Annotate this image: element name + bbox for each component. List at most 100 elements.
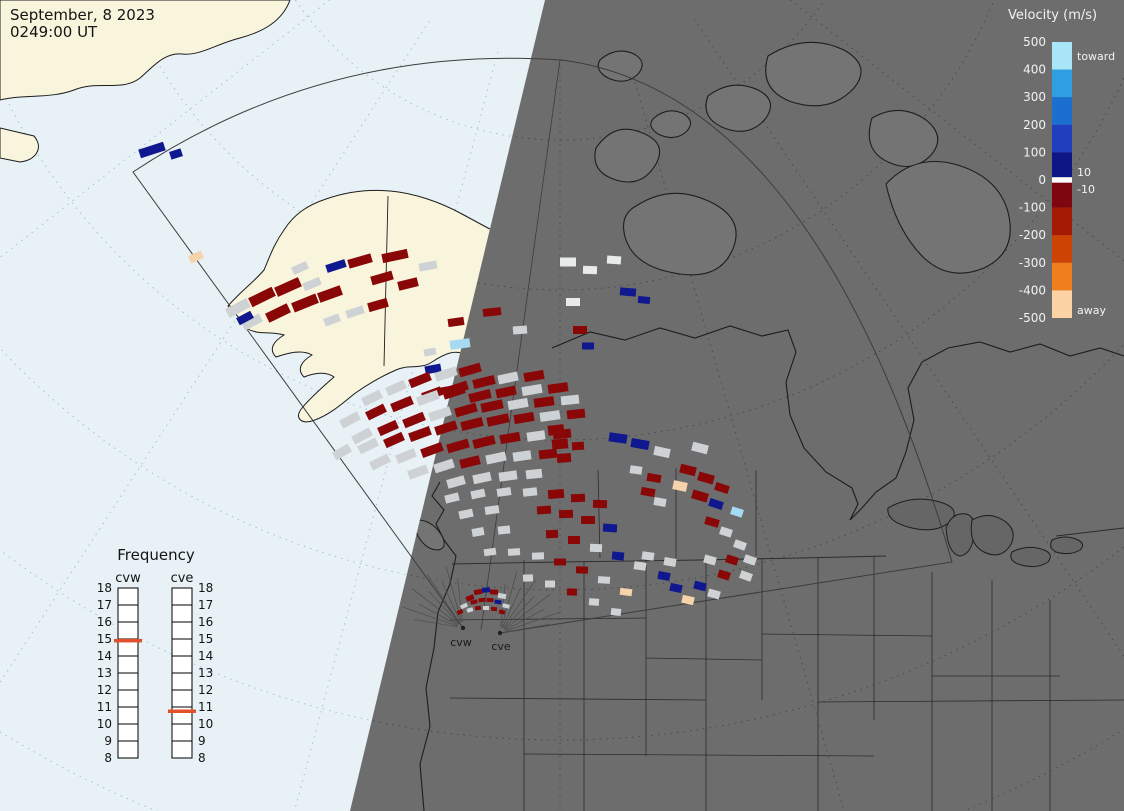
frequency-title: Frequency: [117, 546, 195, 564]
radar-cell: [592, 499, 608, 509]
radar-cell: [742, 554, 758, 566]
radar-beam-line: [504, 593, 551, 630]
radar-cell: [629, 465, 643, 475]
velocity-tick-label: 300: [1023, 90, 1046, 104]
radar-cell: [545, 529, 559, 539]
radar-cell: [357, 437, 379, 455]
radar-beam-line: [503, 579, 536, 629]
velocity-segment: [1052, 207, 1072, 236]
frequency-tick-label: 10: [198, 717, 213, 731]
radar-cell: [486, 413, 510, 427]
radar-cell: [478, 597, 486, 603]
radar-cell: [482, 307, 502, 317]
radar-cell: [483, 606, 489, 610]
station-label-cvw: cvw: [450, 636, 472, 649]
radar-cell: [646, 472, 662, 484]
radar-cell: [566, 408, 586, 420]
velocity-legend: Velocity (m/s) 500 400 300 200 100 0 -100 -200 -…: [1008, 8, 1115, 325]
station-dot-cve: [497, 630, 503, 636]
radar-cell: [619, 587, 633, 597]
radar-cell: [545, 580, 555, 588]
radar-cell: [719, 526, 733, 538]
radar-cell: [547, 424, 565, 436]
radar-cell: [663, 557, 677, 567]
radar-cell: [187, 250, 205, 264]
radar-beam-line: [441, 582, 461, 623]
radar-cell: [522, 487, 538, 497]
radar-cell: [323, 313, 341, 327]
radar-cell: [738, 570, 754, 582]
radar-cell: [345, 305, 365, 319]
great-lakes: [887, 498, 1084, 568]
radar-cell: [434, 366, 458, 382]
radar-cell: [460, 416, 484, 432]
radar-cell: [458, 362, 482, 378]
radar-cell: [531, 552, 545, 560]
radar-cell: [385, 379, 407, 397]
frequency-box: [171, 587, 193, 606]
frequency-tick-label: 18: [97, 581, 112, 595]
radar-cell: [608, 432, 628, 444]
velocity-segment: [1052, 290, 1072, 318]
chukotka-cape: [0, 127, 39, 163]
radar-cell: [383, 431, 405, 449]
radar-cell: [566, 588, 578, 596]
radar-cell: [556, 453, 572, 463]
radar-cell: [497, 592, 507, 600]
frequency-tick-label: 12: [97, 683, 112, 697]
radar-cell: [494, 599, 502, 605]
frequency-box: [171, 655, 193, 674]
radar-cell: [637, 295, 651, 305]
radar-beam-line: [505, 608, 545, 631]
frequency-tick-label: 14: [198, 649, 213, 663]
radar-cell: [402, 411, 426, 429]
frequency-tick-label: 8: [104, 751, 112, 765]
radar-cell: [512, 450, 532, 462]
radar-cell: [416, 390, 440, 406]
velocity-segment: [1052, 235, 1072, 263]
radar-cell: [428, 406, 452, 422]
velocity-tick-label: 400: [1023, 63, 1046, 77]
frequency-box: [117, 587, 139, 606]
radar-cell: [581, 516, 595, 524]
radar-beam-line: [413, 618, 458, 628]
radar-cell: [536, 505, 552, 515]
radar-cell: [575, 566, 589, 574]
state-boundaries: [449, 468, 1124, 811]
velocity-away-label: away: [1077, 304, 1106, 317]
radar-cell: [495, 385, 517, 399]
velocity-tick-label: 200: [1023, 118, 1046, 132]
radar-cell: [483, 547, 497, 557]
radar-cell: [610, 607, 622, 617]
radar-cell: [456, 608, 464, 616]
velocity-segment: [1052, 152, 1072, 178]
velocity-pos-threshold-label: 10: [1077, 166, 1091, 179]
velocity-segment: [1052, 97, 1072, 125]
radar-cell: [725, 554, 739, 566]
radar-fov-outline: [132, 57, 953, 634]
radar-cell: [302, 276, 322, 292]
radar-cell: [497, 371, 519, 385]
mainland-coast-hudson-bay: [551, 325, 1124, 521]
radar-beam-line: [428, 591, 460, 624]
radar-cell: [444, 492, 460, 504]
radar-cell: [496, 487, 512, 497]
frequency-tick-label: 16: [97, 615, 112, 629]
radar-cell: [369, 453, 391, 471]
radar-cell: [449, 338, 471, 350]
frequency-tick-label: 8: [198, 751, 206, 765]
velocity-toward-label: toward: [1077, 50, 1115, 63]
radar-cell: [547, 488, 565, 500]
radar-cell: [521, 383, 543, 397]
frequency-box: [117, 604, 139, 623]
radar-cell: [473, 588, 483, 596]
frequency-tick-label: 11: [97, 700, 112, 714]
radar-cell: [588, 598, 600, 606]
frequency-box: [117, 689, 139, 708]
frequency-tick-label: 12: [198, 683, 213, 697]
radar-cell: [465, 594, 475, 602]
radar-cell: [717, 569, 731, 581]
radar-cell: [512, 325, 528, 335]
